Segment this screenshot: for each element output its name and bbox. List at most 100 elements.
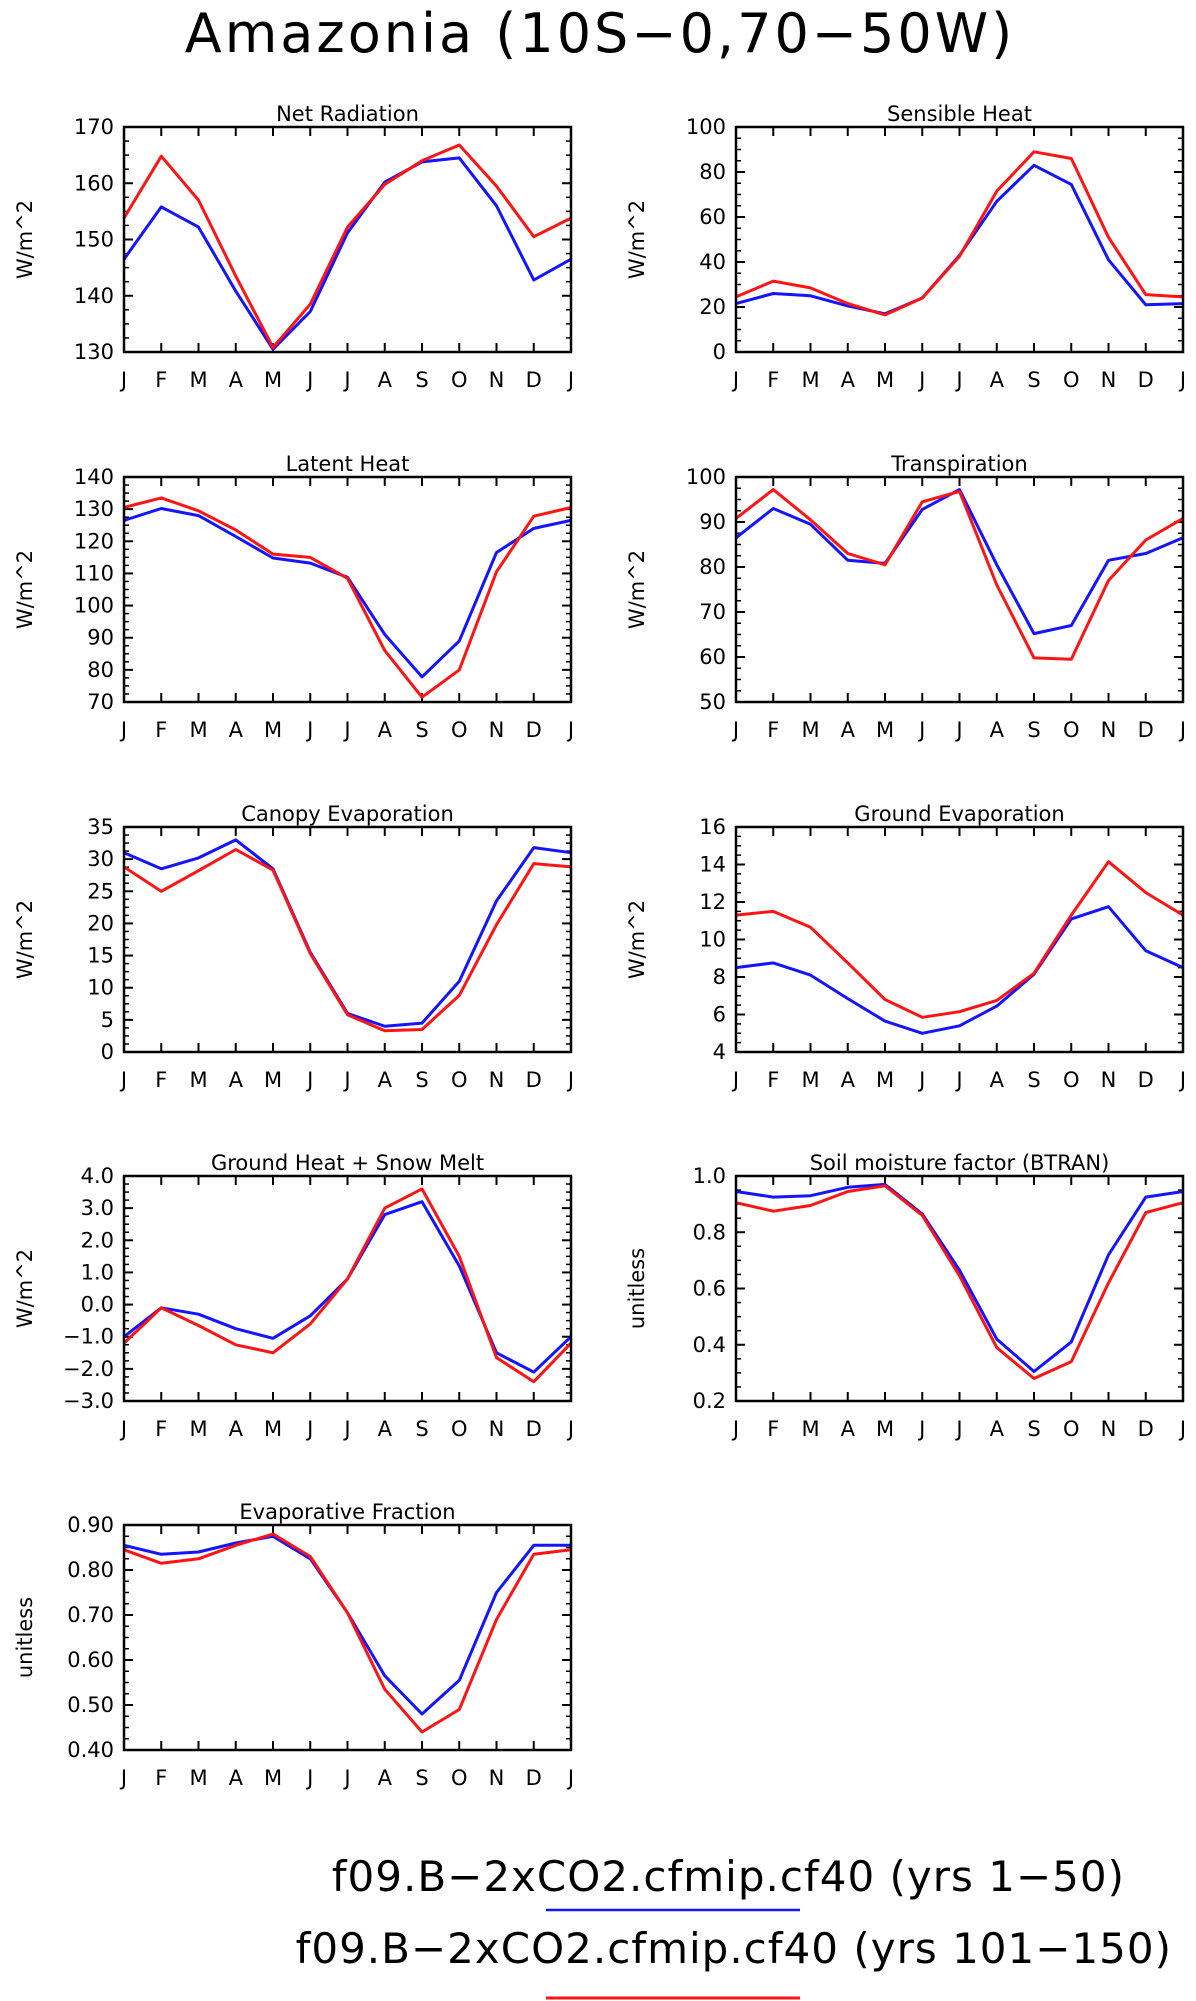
x-tick-label: O <box>1063 1417 1080 1441</box>
x-tick-label: J <box>566 368 574 392</box>
x-tick-label: J <box>954 1417 962 1441</box>
y-tick-label: 60 <box>699 645 726 669</box>
series-line-2 <box>123 1532 572 1734</box>
y-tick-label: 0.90 <box>67 1513 114 1537</box>
x-tick-label: J <box>731 718 739 742</box>
series-line-1 <box>122 156 572 351</box>
y-axis-label: unitless <box>625 1248 649 1329</box>
x-tick-label: J <box>954 1068 962 1092</box>
x-tick-label: S <box>415 1417 428 1441</box>
x-tick-label: O <box>451 1068 468 1092</box>
x-tick-label: O <box>1063 718 1080 742</box>
x-tick-label: M <box>189 1766 207 1790</box>
panel-title: Canopy Evaporation <box>241 802 454 826</box>
y-tick-label: 140 <box>74 284 114 308</box>
x-tick-label: A <box>378 718 393 742</box>
y-tick-label: 40 <box>699 250 726 274</box>
y-tick-label: 90 <box>87 626 114 650</box>
x-tick-label: O <box>1063 1068 1080 1092</box>
x-tick-label: J <box>731 1417 739 1441</box>
x-tick-label: J <box>1178 1417 1186 1441</box>
plot-frame <box>734 125 1185 354</box>
y-tick-label: 0.8 <box>693 1220 726 1244</box>
series-line-1 <box>735 163 1184 316</box>
x-tick-label: M <box>189 1068 207 1092</box>
x-tick-label: A <box>229 368 244 392</box>
x-tick-label: S <box>415 718 428 742</box>
x-tick-label: M <box>876 1417 894 1441</box>
x-tick-label: F <box>767 368 779 392</box>
x-tick-label: J <box>305 368 313 392</box>
y-tick-label: 50 <box>699 690 726 714</box>
y-tick-label: 0.6 <box>693 1277 726 1301</box>
y-tick-label: 0.60 <box>67 1648 114 1672</box>
x-tick-label: O <box>451 718 468 742</box>
y-tick-label: 80 <box>699 555 726 579</box>
y-tick-label: −1.0 <box>63 1325 114 1349</box>
plot-frame <box>734 475 1185 704</box>
y-tick-label: 1.0 <box>693 1164 726 1188</box>
y-tick-label: 0.70 <box>67 1603 114 1627</box>
series-line-2 <box>122 143 572 349</box>
x-tick-label: J <box>566 1068 574 1092</box>
x-tick-label: S <box>415 1766 428 1790</box>
x-tick-label: N <box>1101 1068 1117 1092</box>
x-tick-label: M <box>264 1417 282 1441</box>
x-tick-label: J <box>342 1766 350 1790</box>
x-tick-label: A <box>990 1417 1005 1441</box>
x-tick-label: M <box>876 718 894 742</box>
x-tick-label: J <box>305 1417 313 1441</box>
y-tick-label: −2.0 <box>63 1357 114 1381</box>
x-tick-label: J <box>566 1417 574 1441</box>
plot-frame <box>122 1174 573 1403</box>
x-tick-label: J <box>119 1417 127 1441</box>
legend-label-1: f09.B−2xCO2.cfmip.cf40 (yrs 1−50) <box>332 1852 1125 1901</box>
x-tick-label: A <box>229 1068 244 1092</box>
x-tick-label: M <box>189 718 207 742</box>
figure-title: Amazonia (10S−0,70−50W) <box>185 2 1015 65</box>
x-tick-label: A <box>378 1766 393 1790</box>
x-tick-label: J <box>305 1068 313 1092</box>
x-tick-label: D <box>1138 368 1154 392</box>
x-tick-label: A <box>990 718 1005 742</box>
y-tick-label: 25 <box>87 879 114 903</box>
y-axis-label: W/m^2 <box>13 200 37 279</box>
x-tick-label: M <box>876 1068 894 1092</box>
x-tick-label: N <box>489 368 505 392</box>
x-tick-label: J <box>566 1766 574 1790</box>
plot-frame <box>734 825 1185 1054</box>
x-tick-label: A <box>990 1068 1005 1092</box>
plot-frame <box>122 1523 573 1752</box>
x-tick-label: J <box>119 718 127 742</box>
x-tick-label: J <box>954 368 962 392</box>
x-tick-label: O <box>1063 368 1080 392</box>
x-tick-label: N <box>489 1068 505 1092</box>
x-tick-label: M <box>801 718 819 742</box>
y-tick-label: 4 <box>713 1040 726 1064</box>
panel-title: Latent Heat <box>286 452 410 476</box>
x-tick-label: J <box>119 368 127 392</box>
x-tick-label: A <box>378 1068 393 1092</box>
y-tick-label: 2.0 <box>81 1228 114 1252</box>
panel-title: Ground Evaporation <box>854 802 1064 826</box>
x-tick-label: N <box>489 1417 505 1441</box>
x-tick-label: D <box>1138 1417 1154 1441</box>
x-tick-label: M <box>189 368 207 392</box>
y-tick-label: 30 <box>87 847 114 871</box>
x-tick-label: F <box>155 1417 167 1441</box>
x-tick-label: D <box>1138 718 1154 742</box>
y-tick-label: 5 <box>101 1008 114 1032</box>
series-line-2 <box>122 1187 573 1384</box>
y-tick-label: 35 <box>87 815 114 839</box>
x-tick-label: A <box>229 1766 244 1790</box>
x-tick-label: A <box>229 718 244 742</box>
x-tick-label: M <box>801 368 819 392</box>
y-tick-label: 70 <box>699 600 726 624</box>
x-tick-label: F <box>155 368 167 392</box>
x-tick-label: D <box>526 368 542 392</box>
x-tick-label: A <box>841 718 856 742</box>
x-tick-label: N <box>489 718 505 742</box>
